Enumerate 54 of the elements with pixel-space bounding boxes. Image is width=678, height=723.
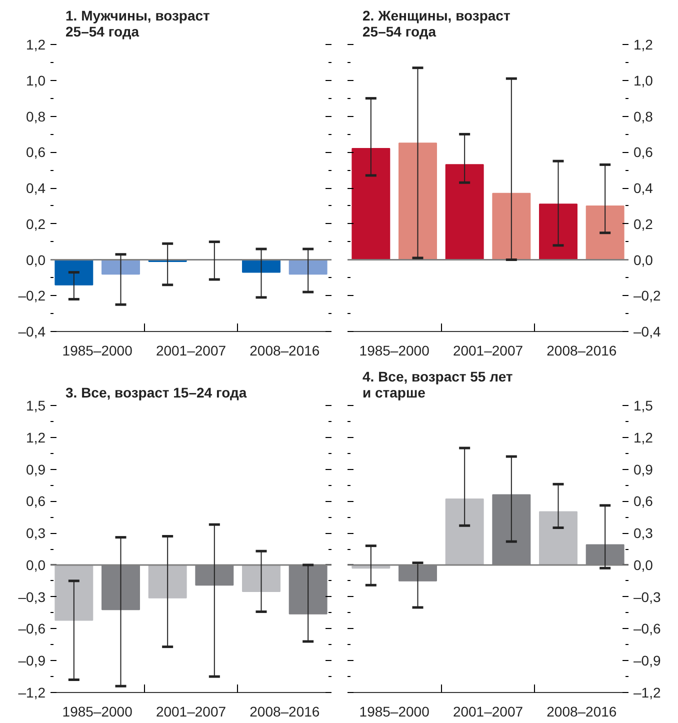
y2-tick-label: 1,5 (634, 398, 654, 414)
y2-tick-label: 0,9 (634, 461, 654, 478)
chart-title: 3. Все, возраст 15–24 года (66, 384, 247, 400)
x-tick-label: 1985–2000 (62, 704, 133, 720)
y2-tick-label: –1,2 (634, 684, 661, 700)
y-tick-label: 0,6 (26, 144, 46, 160)
y2-tick-label: 0,0 (634, 252, 654, 268)
y2-tick-label: –0,3 (634, 588, 661, 605)
y-tick-label: 0,8 (26, 108, 46, 124)
y-tick-label: –1,2 (18, 684, 46, 700)
y2-tick-label: 0,6 (634, 144, 654, 160)
y2-tick-label: 0,3 (634, 525, 654, 542)
x-tick-label: 2001–2007 (452, 704, 524, 720)
y-tick-label: 0,0 (26, 556, 46, 573)
y-tick-label: –0,3 (18, 588, 46, 605)
y2-tick-label: 0,4 (634, 180, 654, 196)
x-tick-label: 2008–2016 (546, 704, 617, 720)
y-tick-label: 0,0 (26, 252, 46, 268)
x-tick-label: 1985–2000 (359, 704, 430, 720)
y-tick-label: 1,2 (26, 429, 46, 446)
y-tick-label: 0,3 (26, 525, 46, 542)
y-tick-label: 0,2 (26, 216, 46, 232)
x-tick-label: 2008–2016 (546, 342, 617, 358)
y2-tick-label: 1,2 (634, 36, 654, 52)
y-tick-label: 0,6 (26, 493, 46, 510)
x-tick-label: 1985–2000 (359, 342, 430, 358)
y2-tick-label: –0,9 (634, 652, 661, 669)
x-tick-label: 2008–2016 (250, 704, 320, 720)
y-tick-label: –0,2 (18, 288, 46, 304)
y-tick-label: 0,4 (26, 180, 46, 196)
y-tick-label: 0,9 (26, 461, 46, 478)
y2-tick-label: 1,2 (634, 429, 654, 446)
x-tick-label: 2001–2007 (156, 342, 226, 358)
y-tick-label: 1,5 (26, 398, 46, 414)
chart-title: 2. Женщины, возраст 25–54 года (362, 8, 510, 40)
y2-tick-label: 1,0 (634, 72, 654, 88)
chart-title: 4. Все, возраст 55 лет и старше (362, 368, 513, 400)
y-tick-label: –0,4 (18, 324, 46, 340)
x-tick-label: 2001–2007 (156, 704, 226, 720)
y-tick-label: 1,0 (26, 72, 46, 88)
x-tick-label: 2008–2016 (250, 342, 320, 358)
x-tick-label: 1985–2000 (62, 342, 133, 358)
y-tick-label: –0,9 (18, 652, 46, 669)
y2-tick-label: –0,4 (634, 324, 661, 340)
y2-tick-label: 0,0 (634, 556, 654, 573)
y-tick-label: 1,2 (26, 36, 46, 52)
y2-tick-label: 0,6 (634, 493, 654, 510)
y2-tick-label: 0,2 (634, 216, 654, 232)
y2-tick-label: –0,2 (634, 288, 661, 304)
y-tick-label: –0,6 (18, 620, 46, 637)
x-tick-label: 2001–2007 (452, 342, 524, 358)
chart-title: 1. Мужчины, возраст 25–54 года (66, 8, 210, 40)
y2-tick-label: 0,8 (634, 108, 654, 124)
y2-tick-label: –0,6 (634, 620, 661, 637)
